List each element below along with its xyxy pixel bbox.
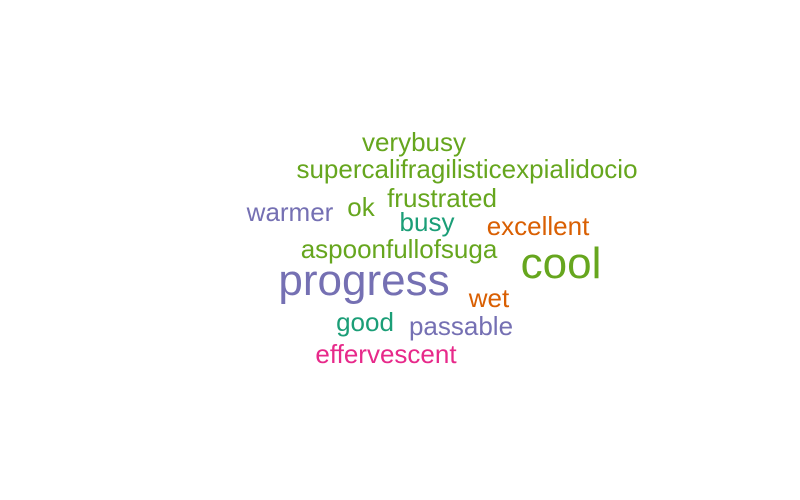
word-aspoonfullofsuga: aspoonfullofsuga [300, 234, 498, 264]
word-frustrated: frustrated [387, 183, 497, 213]
word-effervescent: effervescent [315, 339, 457, 369]
word-excellent: excellent [486, 211, 590, 241]
word-passable: passable [408, 311, 514, 341]
word-cool: cool [520, 239, 602, 288]
word-progress: progress [278, 256, 450, 305]
word-ok: ok [347, 192, 375, 222]
word-supercalifragilisticexpialidocio: supercalifragilisticexpialidocio [296, 154, 638, 184]
word-wet: wet [468, 283, 510, 313]
word-good: good [336, 307, 394, 337]
word-verybusy: verybusy [361, 127, 467, 157]
word-busy: busy [399, 207, 455, 237]
word-warmer: warmer [246, 197, 334, 227]
